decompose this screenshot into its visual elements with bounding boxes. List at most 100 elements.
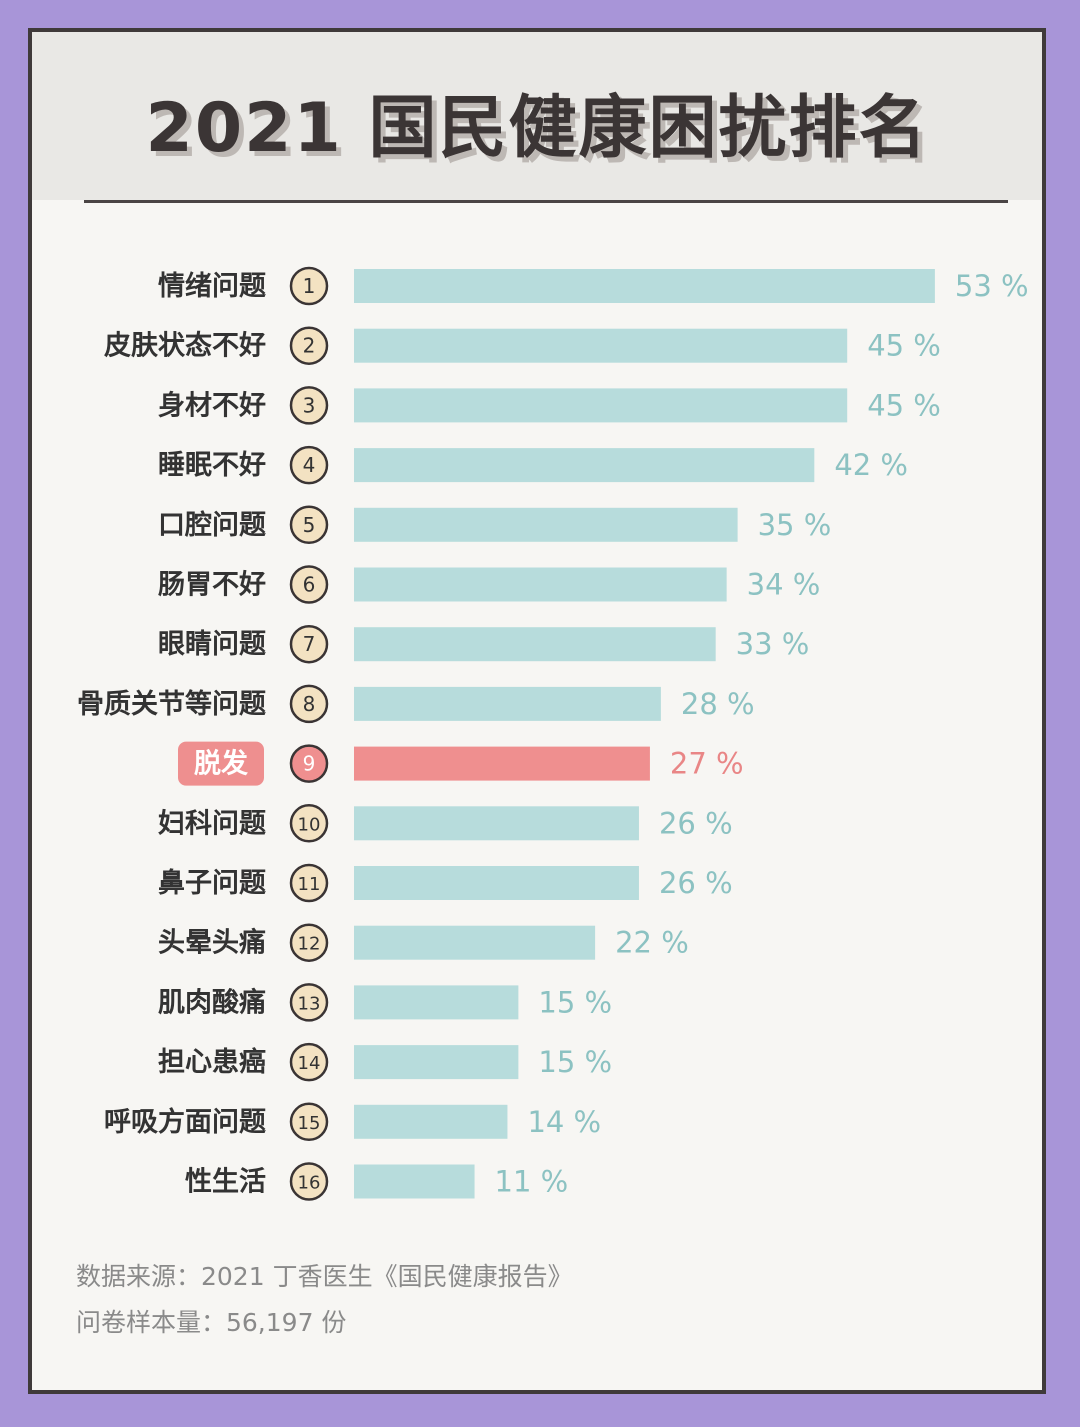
category-label: 头晕头痛 [158,927,266,959]
bar-row: 性生活 16 11 % [185,1162,569,1201]
rank-number: 4 [303,453,316,477]
category-label: 性生活 [185,1167,266,1198]
value-label: 14 % [527,1105,601,1139]
bar-row: 肠胃不好 6 34 % [158,565,821,604]
value-label: 33 % [736,627,810,661]
rank-number: 2 [303,334,316,358]
rank-number: 7 [303,632,316,656]
rank-number: 8 [303,692,316,716]
title-banner: 2021 国民健康困扰排名 [32,32,1042,200]
value-label: 11 % [495,1165,569,1199]
rank-badge [289,505,329,545]
bar-row: 身材不好 3 45 % [158,386,941,425]
rank-number: 6 [303,573,316,597]
rank-number: 12 [298,934,321,955]
rank-number: 16 [298,1173,321,1194]
category-label: 担心患癌 [158,1046,266,1078]
category-label: 睡眠不好 [158,450,266,481]
bar [354,567,727,602]
bar-row: 担心患癌 14 15 % [158,1042,612,1082]
bar [354,507,738,542]
rank-badge [289,1042,329,1082]
rank-badge [289,923,329,962]
bar [354,1045,519,1080]
rank-badge [289,983,329,1022]
value-label: 53 % [955,269,1029,303]
rank-badge [289,445,329,485]
bar [354,925,596,960]
rank-badge [289,565,329,604]
rank-number: 9 [303,752,316,776]
bar [354,448,815,483]
bar-row: 口腔问题 5 35 % [158,505,831,545]
bar [354,806,639,841]
category-label: 情绪问题 [158,271,266,302]
value-label: 34 % [747,568,821,602]
bar-row: 鼻子问题 11 26 % [158,863,733,903]
footer: 数据来源：2021 丁香医生《国民健康报告》 问卷样本量：56,197 份 [76,1254,573,1346]
rank-number: 10 [298,814,321,835]
value-label: 26 % [659,806,733,840]
rank-badge [289,1102,329,1142]
bar [354,1104,508,1139]
value-label: 28 % [681,687,755,721]
value-label: 26 % [659,866,733,900]
highlight-label-bg [178,741,264,786]
category-label: 口腔问题 [158,510,266,541]
bar [354,1164,475,1199]
category-label: 肠胃不好 [158,570,266,601]
bar-row: 骨质关节等问题 8 28 % [77,684,755,724]
bar-row: 情绪问题 1 53 % [158,266,1029,306]
category-label: 脱发 [194,748,248,780]
bar [354,627,716,662]
bar-row: 眼睛问题 7 33 % [158,624,810,664]
bar [354,269,935,303]
bar [354,686,661,721]
category-label: 身材不好 [158,389,266,421]
category-label: 皮肤状态不好 [104,331,266,362]
category-label: 眼睛问题 [158,629,266,660]
rank-number: 13 [298,993,321,1014]
rank-badge [289,744,329,783]
bar [354,328,848,363]
bar [354,388,848,423]
chart-card: 2021 国民健康困扰排名 情绪问题 1 53 % 皮肤状态不好 2 45 % 身材不好 3 4… [28,28,1046,1394]
rank-badge [289,326,329,365]
value-label: 22 % [615,926,689,960]
rank-number: 1 [303,274,316,298]
rank-number: 11 [298,874,321,895]
value-label: 45 % [867,388,941,422]
title-divider [84,200,1008,203]
data-source-note: 数据来源：2021 丁香医生《国民健康报告》 [76,1262,573,1291]
sample-size-note: 问卷样本量：56,197 份 [76,1308,347,1337]
rank-number: 15 [298,1113,321,1134]
category-label: 呼吸方面问题 [104,1106,266,1138]
bar-row: 头晕头痛 12 22 % [158,923,689,962]
bar-row: 肌肉酸痛 13 15 % [158,983,612,1022]
bar-row: 睡眠不好 4 42 % [158,445,908,485]
rank-badge [289,684,329,724]
rank-number: 3 [303,393,316,417]
bar-row: 脱发 9 27 % [178,741,744,786]
value-label: 45 % [867,329,941,363]
category-label: 骨质关节等问题 [77,688,266,720]
rank-number: 5 [303,513,316,537]
category-label: 肌肉酸痛 [158,986,266,1018]
rank-badge [289,624,329,664]
rank-badge [289,863,329,903]
value-label: 42 % [834,448,908,482]
bar [354,985,519,1020]
category-label: 鼻子问题 [158,868,266,899]
rank-badge [289,804,329,843]
value-label: 15 % [538,1045,612,1079]
category-label: 妇科问题 [158,808,266,839]
bar-row: 呼吸方面问题 15 14 % [104,1102,601,1142]
bar [354,866,639,900]
bar-chart: 情绪问题 1 53 % 皮肤状态不好 2 45 % 身材不好 3 45 % 睡眠不好 4 42 % 口腔… [77,266,1029,1201]
bar [354,746,650,781]
value-label: 27 % [670,747,744,781]
chart-title: 2021 国民健康困扰排名 [145,89,929,168]
rank-badge [289,386,329,425]
bar-row: 皮肤状态不好 2 45 % [104,326,941,365]
bar-row: 妇科问题 10 26 % [158,804,733,843]
